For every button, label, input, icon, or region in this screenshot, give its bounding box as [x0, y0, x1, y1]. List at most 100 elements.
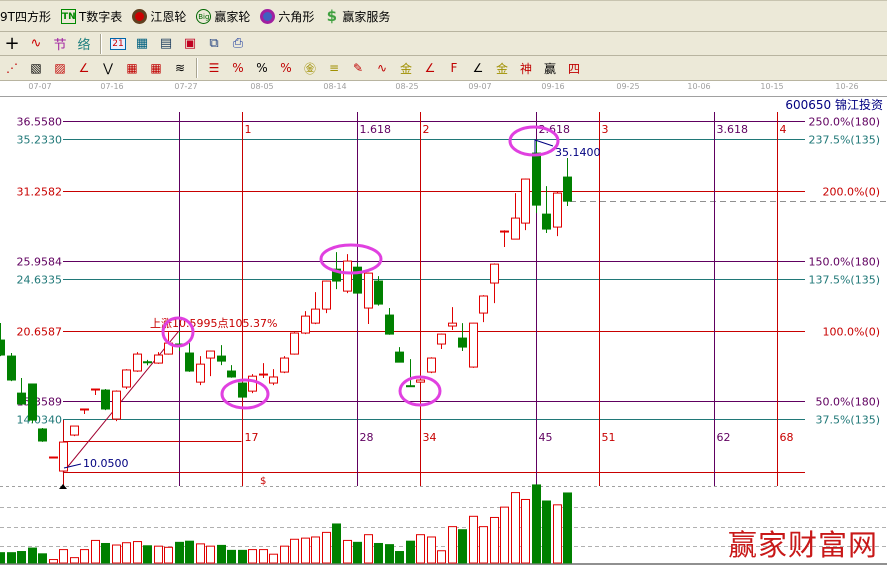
grid-bold-icon[interactable]: ▦ — [150, 61, 162, 75]
candle-body — [353, 266, 362, 294]
volume-bar — [427, 536, 436, 564]
stock-title: 600650 锦江投资 — [785, 98, 883, 112]
tool-4[interactable]: 六角形 — [260, 8, 314, 25]
si-angle-icon[interactable]: 四 — [567, 61, 580, 76]
save-icon[interactable]: ▣ — [183, 36, 197, 51]
hexagon-icon — [260, 8, 276, 24]
price-label: 14.0340 — [17, 414, 63, 427]
tn-icon: TN — [60, 8, 76, 24]
gold-circle-icon[interactable]: ㊎ — [303, 61, 316, 76]
dollar-marker: $ — [260, 476, 266, 487]
volume-bar — [332, 523, 341, 564]
candle-body — [112, 390, 121, 420]
angle-icon[interactable]: ∠ — [78, 61, 90, 75]
fib-time-count: 62 — [717, 431, 731, 444]
candle-body — [101, 389, 110, 410]
fib-time-ratio: 3.618 — [717, 123, 749, 136]
gann-square-icon[interactable]: ▨ — [54, 61, 66, 75]
highlight-ellipse — [398, 375, 442, 407]
tool-label: 江恩轮 — [150, 9, 187, 24]
candle-body — [280, 357, 289, 373]
volume-bar — [395, 551, 404, 564]
percent-lines-icon[interactable]: % — [280, 61, 292, 75]
angle-lines-icon[interactable]: ∠ — [424, 61, 436, 75]
candle-body — [17, 392, 26, 405]
date-tick: 08-25 — [395, 82, 419, 91]
gold-lines-icon[interactable]: ≡ — [328, 61, 340, 75]
f-angle-icon[interactable]: F — [450, 61, 458, 75]
fib-percent-label: 37.5%(135) — [815, 414, 880, 427]
angle-lines-2-icon[interactable]: ∠ — [472, 61, 484, 75]
pencil-icon[interactable]: ✎ — [352, 61, 364, 75]
calculator-icon[interactable]: ▦ — [135, 36, 149, 51]
calendar-date: 21 — [110, 37, 126, 50]
volume-bar — [0, 552, 5, 564]
volume-bar — [248, 549, 257, 564]
candle-body — [217, 355, 226, 362]
candle-body — [448, 322, 457, 327]
candle-body — [227, 370, 236, 378]
highlight-ellipse — [508, 125, 560, 157]
price-label: 15.3589 — [17, 396, 63, 409]
printer-icon[interactable]: ⎙ — [232, 36, 244, 51]
percent-icon[interactable]: % — [256, 61, 268, 75]
tool-3[interactable]: Big 赢家轮 — [196, 8, 250, 25]
fan-lines-icon[interactable]: ⋰ — [6, 61, 18, 75]
jie-icon[interactable]: 节 — [53, 38, 67, 53]
fib-time-count: 28 — [360, 431, 374, 444]
tool-0[interactable]: 9T四方形 — [0, 8, 51, 25]
calendar-icon[interactable]: 21 — [108, 34, 128, 54]
ying-angle-icon[interactable]: 赢 — [543, 61, 556, 76]
percent-trend-icon[interactable]: % — [232, 61, 244, 75]
date-tick: 07-27 — [174, 82, 198, 91]
volume-bar — [490, 516, 499, 564]
gann-box-icon[interactable]: ▧ — [30, 61, 42, 75]
date-tick: 10-26 — [835, 82, 859, 91]
sine-wave-icon[interactable]: ∿ — [376, 61, 388, 75]
luo-icon[interactable]: 络 — [77, 38, 91, 53]
volume-bar — [196, 543, 205, 564]
candle-body — [374, 280, 383, 305]
volume-bar — [448, 526, 457, 564]
date-tick: 10-15 — [760, 82, 784, 91]
shen-angle-icon[interactable]: 神 — [519, 61, 532, 76]
tool-1[interactable]: TN T数字表 — [60, 8, 122, 25]
wave-icon[interactable]: ∿ — [30, 36, 42, 51]
separator — [100, 33, 102, 54]
crosshair-icon[interactable]: + — [4, 33, 20, 54]
volume-bar — [553, 504, 562, 564]
candle-body — [301, 315, 310, 334]
volume-bar — [542, 500, 551, 564]
price-label: 25.9584 — [17, 256, 63, 269]
parallel-lines-icon[interactable]: ≋ — [174, 61, 186, 75]
candle-body — [91, 388, 100, 391]
fib-time-count: 17 — [245, 431, 259, 444]
candle-body — [206, 350, 215, 359]
gold-icon[interactable]: 金 — [399, 61, 412, 76]
volume-bar — [521, 498, 530, 564]
low-marker-icon — [59, 484, 67, 489]
candle-body — [196, 363, 205, 383]
tool-5[interactable]: $ 赢家服务 — [324, 8, 391, 25]
network-icon[interactable]: ⧉ — [209, 36, 219, 51]
candle-body — [511, 217, 520, 240]
gold-angle-icon[interactable]: 金 — [495, 61, 508, 76]
candle-body — [28, 383, 37, 421]
volume-bar — [458, 529, 467, 564]
fib-time-ratio: 1.618 — [360, 123, 392, 136]
volume-bar — [217, 544, 226, 564]
fib-levels-icon[interactable]: ☰ — [208, 61, 220, 75]
zigzag-icon[interactable]: ⋁ — [103, 61, 113, 75]
highlight-ellipse — [319, 243, 383, 275]
grid-icon[interactable]: ▦ — [126, 61, 138, 75]
notes-icon[interactable]: ▤ — [159, 36, 173, 51]
candle-body — [143, 361, 152, 364]
date-tick: 09-16 — [541, 82, 565, 91]
fib-time-count: 45 — [539, 431, 553, 444]
tool-label: 9T四方形 — [0, 9, 51, 24]
candle-body — [133, 353, 142, 372]
tool-2[interactable]: 江恩轮 — [132, 8, 186, 25]
candle-body — [469, 322, 478, 368]
candle-body — [332, 268, 341, 282]
